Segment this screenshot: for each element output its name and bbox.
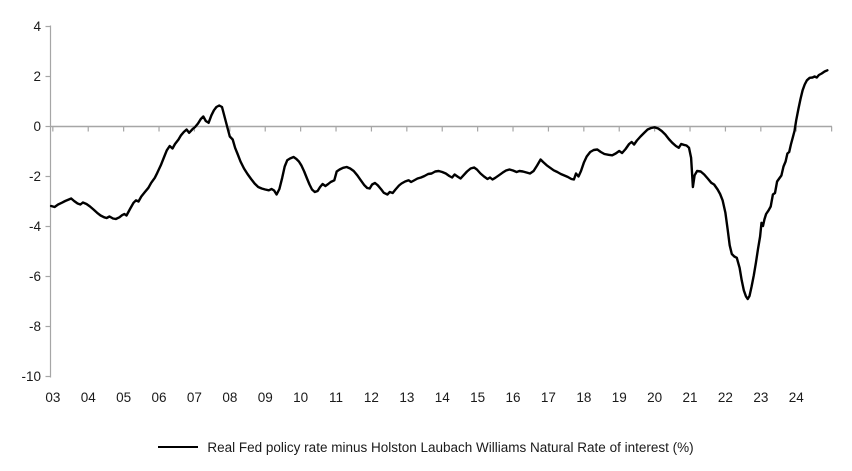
svg-text:21: 21 (683, 390, 698, 405)
svg-text:13: 13 (399, 390, 414, 405)
svg-text:24: 24 (789, 390, 805, 405)
svg-text:20: 20 (647, 390, 662, 405)
svg-text:12: 12 (364, 390, 379, 405)
legend-label: Real Fed policy rate minus Holston Lauba… (207, 439, 694, 455)
svg-text:-6: -6 (29, 269, 41, 284)
chart-legend: Real Fed policy rate minus Holston Lauba… (0, 432, 852, 462)
svg-text:22: 22 (718, 390, 733, 405)
chart-figure: 4 2 0 -2 -4 -6 -8 -10 03 04 05 06 07 08 09 10 11 12 13 14 15… (21, 19, 833, 405)
svg-text:08: 08 (222, 390, 237, 405)
svg-text:15: 15 (470, 390, 485, 405)
svg-text:09: 09 (258, 390, 273, 405)
svg-text:17: 17 (541, 390, 556, 405)
svg-text:23: 23 (753, 390, 768, 405)
svg-text:05: 05 (116, 390, 131, 405)
legend-line-swatch (158, 446, 199, 448)
svg-text:4: 4 (33, 19, 41, 34)
svg-text:-8: -8 (29, 319, 41, 334)
svg-text:2: 2 (33, 69, 41, 84)
svg-text:-10: -10 (21, 369, 41, 384)
svg-text:-4: -4 (29, 219, 41, 234)
svg-text:03: 03 (45, 390, 60, 405)
svg-text:11: 11 (329, 390, 343, 405)
svg-text:07: 07 (187, 390, 202, 405)
svg-text:14: 14 (435, 390, 451, 405)
svg-text:18: 18 (576, 390, 591, 405)
svg-text:16: 16 (506, 390, 521, 405)
svg-text:19: 19 (612, 390, 627, 405)
svg-text:06: 06 (152, 390, 167, 405)
svg-text:10: 10 (293, 390, 308, 405)
svg-text:04: 04 (81, 390, 97, 405)
svg-text:0: 0 (33, 119, 41, 134)
svg-text:-2: -2 (29, 169, 41, 184)
